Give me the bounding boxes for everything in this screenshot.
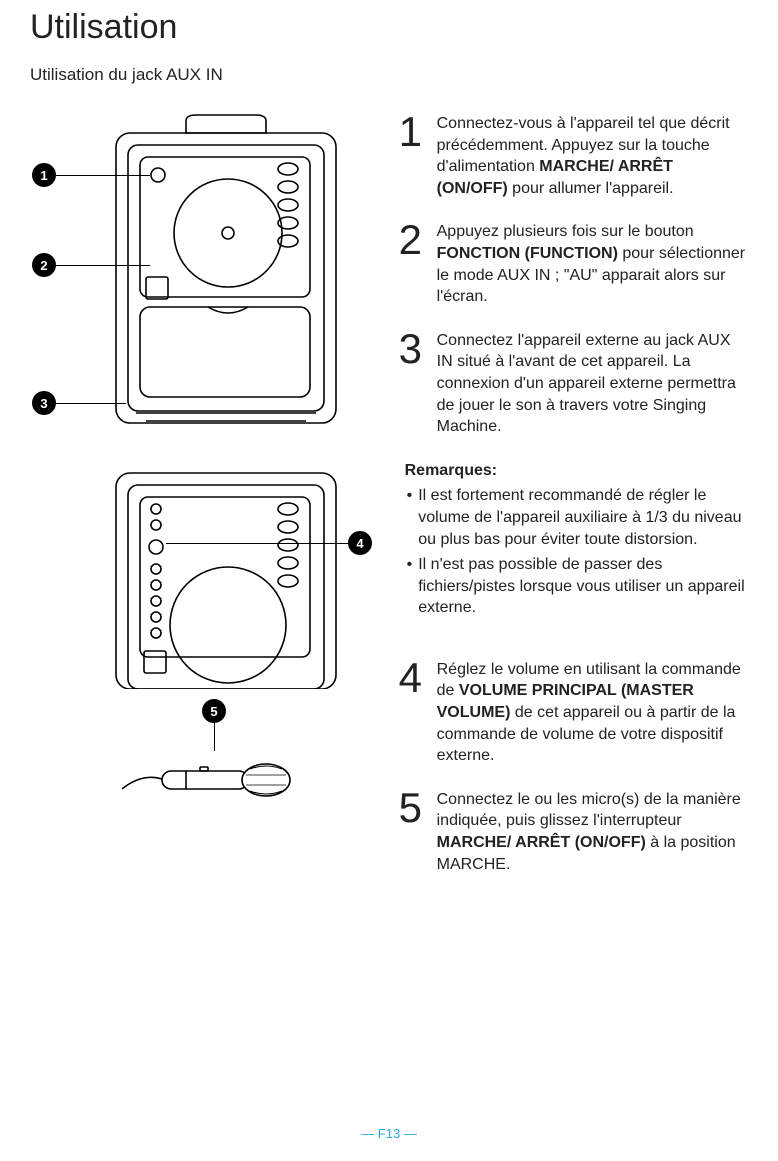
- footer-dash: —: [361, 1126, 374, 1141]
- step-body: Connectez le ou les micro(s) de la maniè…: [437, 789, 748, 875]
- microphone-diagram: 5: [30, 699, 375, 809]
- step-bold: FONCTION (FUNCTION): [437, 245, 618, 262]
- step-3: 3 Connectez l'appareil externe au jack A…: [399, 330, 748, 438]
- device-front-svg: [96, 113, 356, 433]
- remark-bullet: • Il n'est pas possible de passer des fi…: [407, 554, 748, 619]
- page-title: Utilisation: [30, 8, 748, 47]
- diagrams-column: 1 2 3: [30, 113, 375, 897]
- device-top-svg: [96, 469, 356, 689]
- step-number: 2: [399, 221, 427, 307]
- content-columns: 1 2 3: [30, 113, 748, 897]
- step-bold: MARCHE/ ARRÊT (ON/OFF): [437, 834, 646, 851]
- device-top-diagram: 4: [30, 469, 375, 689]
- step-text: Appuyez plusieurs fois sur le bouton: [437, 223, 694, 240]
- callout-badge-4: 4: [348, 531, 372, 555]
- step-number: 3: [399, 330, 427, 438]
- callout-badge-1: 1: [32, 163, 56, 187]
- bullet-dot-icon: •: [407, 485, 413, 550]
- step-body: Connectez l'appareil externe au jack AUX…: [437, 330, 748, 438]
- callout-badge-2: 2: [32, 253, 56, 277]
- step-body: Appuyez plusieurs fois sur le bouton FON…: [437, 221, 748, 307]
- bullet-dot-icon: •: [407, 554, 413, 619]
- page-footer: — F13 —: [0, 1126, 778, 1141]
- device-front-diagram: 1 2 3: [30, 113, 375, 443]
- callout-badge-5: 5: [202, 699, 226, 723]
- step-text: Connectez le ou les micro(s) de la maniè…: [437, 791, 741, 830]
- footer-dash: —: [404, 1126, 417, 1141]
- footer-page-number: F13: [378, 1126, 400, 1141]
- page-subtitle: Utilisation du jack AUX IN: [30, 65, 748, 85]
- step-4: 4 Réglez le volume en utilisant la comma…: [399, 659, 748, 767]
- callout-line: [56, 265, 150, 266]
- step-text: pour allumer l'appareil.: [508, 180, 674, 197]
- remarks-title: Remarques:: [405, 460, 748, 482]
- callout-badge-3: 3: [32, 391, 56, 415]
- steps-column: 1 Connectez-vous à l'appareil tel que dé…: [399, 113, 748, 897]
- step-body: Réglez le volume en utilisant la command…: [437, 659, 748, 767]
- step-5: 5 Connectez le ou les micro(s) de la man…: [399, 789, 748, 875]
- step-1: 1 Connectez-vous à l'appareil tel que dé…: [399, 113, 748, 199]
- remark-text: Il n'est pas possible de passer des fich…: [418, 554, 748, 619]
- callout-line: [166, 543, 348, 544]
- callout-line: [56, 175, 150, 176]
- remarks-block: Remarques: • Il est fortement recommandé…: [405, 460, 748, 619]
- step-2: 2 Appuyez plusieurs fois sur le bouton F…: [399, 221, 748, 307]
- microphone-svg: [122, 745, 302, 805]
- step-number: 5: [399, 789, 427, 875]
- remark-bullet: • Il est fortement recommandé de régler …: [407, 485, 748, 550]
- step-text: Connectez l'appareil externe au jack AUX…: [437, 332, 736, 435]
- remark-text: Il est fortement recommandé de régler le…: [418, 485, 748, 550]
- callout-line: [56, 403, 126, 404]
- step-number: 1: [399, 113, 427, 199]
- step-body: Connectez-vous à l'appareil tel que décr…: [437, 113, 748, 199]
- step-number: 4: [399, 659, 427, 767]
